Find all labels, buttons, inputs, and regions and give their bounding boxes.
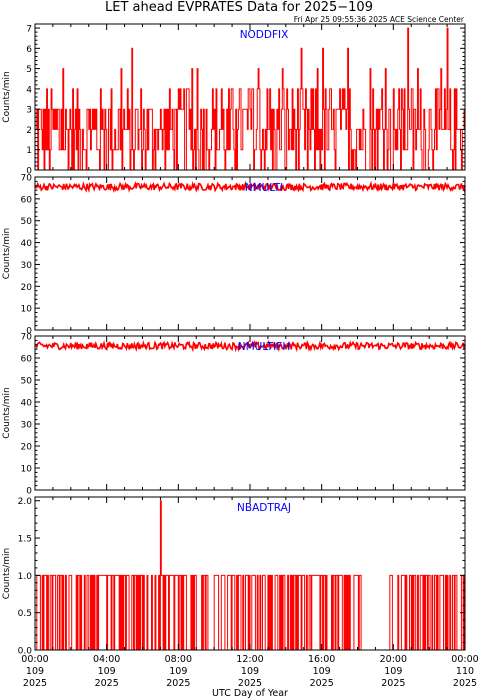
y-tick-label: 7 [26,25,32,35]
x-tick-label: 00:00 [21,654,48,665]
y-tick-label: 30 [21,421,33,431]
y-tick-label: 0.5 [18,609,32,619]
y-axis-label: Counts/min [2,71,12,122]
x-tick-label: 109 [26,666,44,677]
panel-2: 0 10 20 30 40 50 60 70 Counts/min NMULTI [2,174,466,337]
series-line-nmultifh [34,339,466,353]
x-tick-label: 2025 [23,678,47,689]
plot-frame [34,176,466,331]
panel-1: 0 1 2 3 4 5 6 7 Counts/min NODDFIX [2,23,466,177]
y-axis-label: Counts/min [2,548,12,599]
x-tick-label: 00:00 [451,654,478,665]
timestamp-label: Fri Apr 25 09:55:36 2025 ACE Science Cen… [294,15,465,24]
y-tick-label: 4 [26,85,32,95]
panels-group: 0 1 2 3 4 5 6 7 Counts/min NODDFIX 0 10 20 30 40 50 60 70… [2,23,479,689]
y-tick-label: 10 [21,465,33,475]
series-line-nmulti [34,180,466,194]
x-tick-label: 08:00 [165,654,192,665]
x-tick-label: 16:00 [308,654,335,665]
x-tick-label: 2025 [453,678,477,689]
panel-label: NMULTI [245,182,284,194]
y-tick-label: 70 [21,333,33,343]
panel-label: NODDFIX [240,29,289,41]
panel-label: NMULTIFH [238,341,290,353]
y-tick-label: 1 [26,146,32,156]
x-tick-label: 2025 [166,678,190,689]
y-tick-label: 0 [26,167,32,177]
y-tick-label: 70 [21,174,33,184]
y-tick-label: 2.0 [18,497,33,507]
panel-4: 0.0 0.5 1.0 1.5 2.0 Counts/min NBADTRAJ [2,496,466,657]
plot-frame [34,335,466,491]
y-tick-label: 6 [26,45,32,55]
x-tick-label: 109 [98,666,116,677]
x-tick-label: 110 [456,666,474,677]
y-tick-label: 50 [21,377,33,387]
y-axis-label: Counts/min [2,228,12,279]
series-line-noddfix [35,27,466,171]
y-tick-label: 40 [21,239,33,249]
y-tick-label: 40 [21,399,33,409]
panel-label: NBADTRAJ [237,502,291,514]
x-tick-label: 109 [241,666,259,677]
x-tick-label: 2025 [238,678,262,689]
x-tick-label: 12:00 [236,654,263,665]
y-tick-label: 10 [21,305,33,315]
y-tick-label: 20 [21,443,33,453]
x-tick-label: 2025 [95,678,119,689]
x-tick-label: 04:00 [93,654,120,665]
y-tick-label: 5 [26,65,32,75]
x-tick-label: 109 [384,666,402,677]
chart-title: LET ahead EVPRATES Data for 2025−109 [105,0,373,15]
x-axis-label: UTC Day of Year [212,688,288,699]
y-axis-label: Counts/min [2,387,12,438]
x-tick-label: 2025 [381,678,405,689]
y-tick-label: 60 [21,355,33,365]
y-tick-label: 3 [26,106,32,116]
y-tick-label: 2 [26,126,32,136]
x-tick-label: 20:00 [380,654,407,665]
y-tick-label: 1.5 [18,535,32,545]
y-tick-label: 1.0 [18,572,33,582]
y-tick-label: 60 [21,195,33,205]
x-tick-label: 109 [313,666,331,677]
x-tick-label: 2025 [310,678,334,689]
y-tick-label: 0 [26,327,32,337]
y-tick-label: 50 [21,217,33,227]
x-tick-label: 109 [169,666,187,677]
y-tick-label: 30 [21,261,33,271]
y-tick-label: 0 [26,487,32,497]
y-tick-label: 20 [21,283,33,293]
panel-3: 0 10 20 30 40 50 60 70 Counts/min NMULTIFH [2,333,466,497]
y-tick-label: 0.0 [18,647,33,657]
series-line-nbadtraj [35,500,466,651]
